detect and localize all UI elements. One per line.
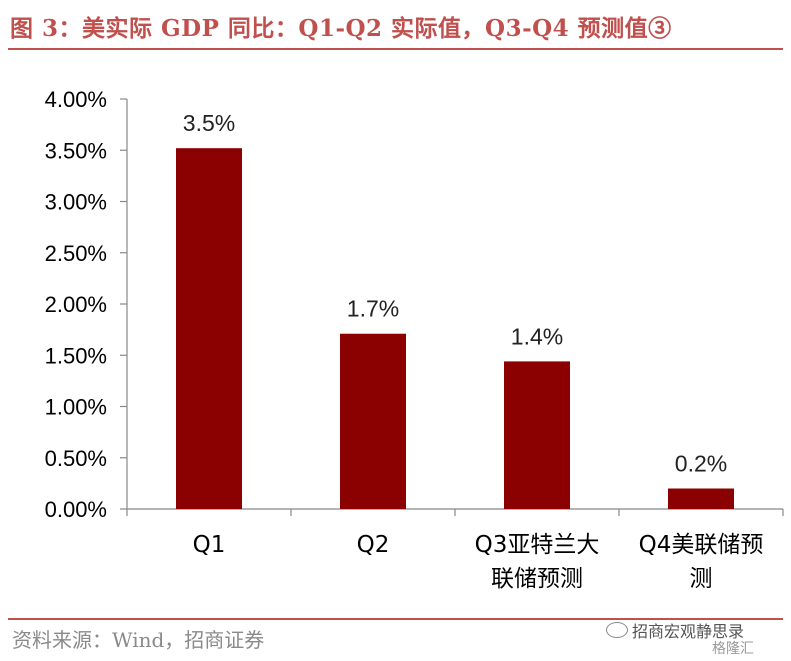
data-label: 3.5%	[183, 110, 235, 136]
bar	[176, 148, 242, 509]
y-tick-label: 2.00%	[45, 292, 107, 317]
x-category-label: 联储预测	[491, 566, 583, 592]
wechat-icon	[606, 622, 628, 638]
title-divider	[8, 48, 783, 50]
y-tick-label: 0.00%	[45, 497, 107, 522]
data-label: 0.2%	[675, 451, 727, 477]
source-note: 资料来源：Wind，招商证券	[12, 628, 265, 652]
watermark-text: 招商宏观静思录	[632, 622, 745, 641]
y-tick-label: 1.50%	[45, 343, 107, 368]
y-tick-label: 2.50%	[45, 241, 107, 266]
bar-chart: 0.00% 0.50% 1.00% 1.50% 2.00% 2.50% 3.00% 3.50%…	[45, 87, 784, 592]
bar	[504, 361, 570, 509]
data-label: 1.7%	[347, 296, 399, 322]
watermark: 招商宏观静思录	[606, 618, 744, 642]
logo: 格隆汇	[712, 641, 754, 657]
footer-divider	[8, 618, 783, 620]
data-label: 1.4%	[511, 323, 563, 349]
chart-title: 图 3：美实际 GDP 同比：Q1-Q2 实际值，Q3-Q4 预测值③	[10, 15, 672, 42]
x-category-label: Q1	[193, 532, 226, 558]
bar	[668, 488, 734, 509]
x-category-label: Q2	[357, 532, 390, 558]
x-category-label: Q4美联储预	[639, 532, 764, 558]
y-tick-label: 3.00%	[45, 190, 107, 215]
y-tick-label: 0.50%	[45, 446, 107, 471]
y-tick-label: 4.00%	[45, 87, 107, 112]
y-tick-label: 3.50%	[45, 138, 107, 163]
x-category-label: 测	[690, 566, 713, 592]
x-category-label: Q3亚特兰大	[475, 532, 600, 558]
bar	[340, 333, 406, 509]
y-tick-label: 1.00%	[45, 395, 107, 420]
